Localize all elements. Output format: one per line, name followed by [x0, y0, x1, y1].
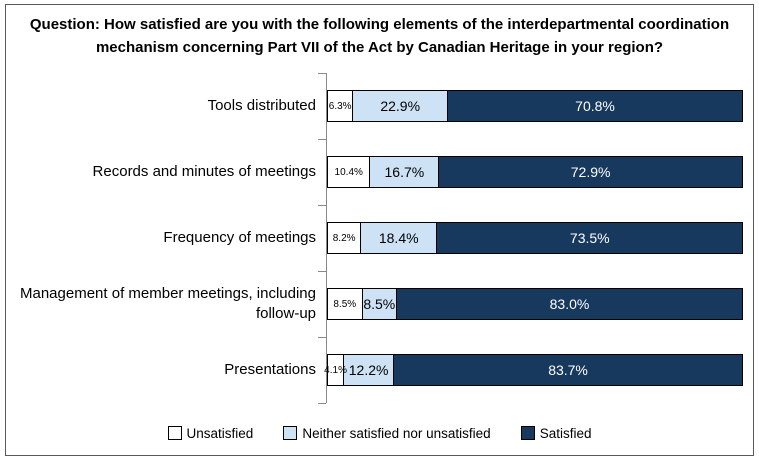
bar-segment-neither-satisfied-nor-unsatisfied: 16.7%: [369, 156, 440, 188]
bar-segment-unsatisfied: 6.3%: [327, 90, 354, 122]
axis-tick: [318, 73, 326, 74]
bar-segment-neither-satisfied-nor-unsatisfied: 12.2%: [343, 354, 395, 386]
data-label: 22.9%: [380, 98, 421, 114]
stacked-bar: 4.1% 12.2% 83.7%: [324, 354, 743, 386]
category-label: Tools distributed: [207, 96, 316, 114]
legend-item-neither-satisfied-nor-unsatisfied: Neither satisfied nor unsatisfied: [283, 425, 491, 441]
axis-tick: [318, 205, 326, 206]
axis-tick: [318, 139, 326, 140]
data-label: 73.5%: [569, 230, 610, 246]
category-label: Records and minutes of meetings: [92, 162, 316, 180]
bar-segment-satisfied: 70.8%: [447, 90, 743, 122]
bar-segment-neither-satisfied-nor-unsatisfied: 22.9%: [352, 90, 449, 122]
bar-segment-unsatisfied: 8.2%: [327, 222, 362, 254]
bar-segment-satisfied: 72.9%: [438, 156, 743, 188]
axis-tick: [318, 403, 326, 404]
category-label: Management of member meetings, including…: [20, 284, 316, 322]
data-label: 8.5%: [333, 298, 357, 310]
legend-item-unsatisfied: Unsatisfied: [167, 425, 254, 441]
stacked-bar: 6.3% 22.9% 70.8%: [327, 90, 743, 122]
stacked-bar: 10.4% 16.7% 72.9%: [327, 156, 743, 188]
chart-title: Question: How satisfied are you with the…: [24, 13, 735, 60]
category-label: Frequency of meetings: [163, 228, 316, 246]
data-label: 83.0%: [549, 296, 590, 312]
category-axis-line: [326, 73, 327, 403]
data-label: 8.5%: [363, 296, 396, 312]
legend-item-satisfied: Satisfied: [520, 425, 592, 441]
bar-segment-satisfied: 73.5%: [436, 222, 744, 254]
data-label: 18.4%: [378, 230, 419, 246]
chart-title-text: Question: How satisfied are you with the…: [29, 16, 730, 57]
category-label: Presentations: [224, 360, 316, 378]
bar-segment-neither-satisfied-nor-unsatisfied: 8.5%: [361, 288, 398, 320]
legend-swatch-icon: [167, 426, 182, 440]
legend-label: Neither satisfied nor unsatisfied: [302, 425, 491, 441]
data-label: 4.1%: [324, 364, 347, 376]
data-label: 12.2%: [348, 362, 389, 378]
data-label: 70.8%: [575, 98, 615, 114]
axis-tick: [318, 337, 326, 338]
legend-label: Satisfied: [539, 425, 592, 441]
data-label: 6.3%: [328, 100, 352, 112]
data-label: 72.9%: [570, 164, 611, 180]
data-label: 10.4%: [334, 166, 363, 178]
bar-segment-satisfied: 83.7%: [393, 354, 743, 386]
stacked-bar: 8.5% 8.5% 83.0%: [327, 288, 743, 320]
data-label: 83.7%: [548, 362, 588, 378]
legend-swatch-icon: [520, 426, 535, 440]
legend: Unsatisfied Neither satisfied nor unsatis…: [0, 419, 759, 447]
bar-segment-unsatisfied: 10.4%: [327, 156, 371, 188]
legend-swatch-icon: [283, 426, 298, 440]
data-label: 8.2%: [332, 232, 356, 244]
data-label: 16.7%: [384, 164, 425, 180]
legend-label: Unsatisfied: [186, 425, 254, 441]
axis-tick: [318, 271, 326, 272]
stacked-bar: 8.2% 18.4% 73.5%: [327, 222, 744, 254]
bar-segment-neither-satisfied-nor-unsatisfied: 18.4%: [360, 222, 438, 254]
bar-segment-unsatisfied: 4.1%: [324, 354, 347, 386]
bar-segment-satisfied: 83.0%: [396, 288, 743, 320]
bar-segment-unsatisfied: 8.5%: [327, 288, 363, 320]
